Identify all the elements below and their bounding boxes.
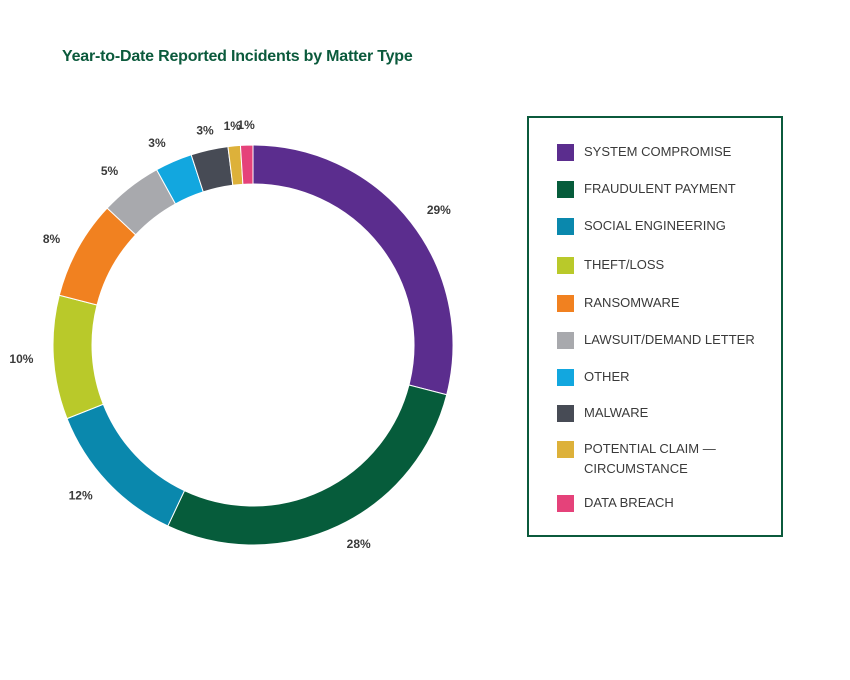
legend-label: LAWSUIT/DEMAND LETTER	[584, 332, 755, 347]
legend-swatch	[557, 295, 574, 312]
legend-label: THEFT/LOSS	[584, 257, 665, 272]
slice-label: 29%	[427, 203, 451, 217]
slice-label: 3%	[196, 123, 214, 137]
legend-swatch	[557, 369, 574, 386]
slice-label: 8%	[43, 232, 61, 246]
legend-swatch	[557, 144, 574, 161]
legend-label: MALWARE	[584, 405, 649, 420]
legend-swatch	[557, 218, 574, 235]
slice-label: 3%	[148, 136, 166, 150]
legend-item-theft-loss: THEFT/LOSS	[557, 257, 764, 275]
legend-label: POTENTIAL CLAIM — CIRCUMSTANCE	[584, 441, 716, 476]
legend-swatch	[557, 495, 574, 512]
legend-item-other: OTHER	[557, 369, 764, 387]
legend-item-malware: MALWARE	[557, 405, 764, 423]
slice-label: 1%	[237, 118, 255, 132]
donut-slice-data-breach	[239, 144, 254, 185]
legend-item-ransomware: RANSOMWARE	[557, 295, 764, 313]
slice-label: 28%	[347, 537, 371, 551]
legend-label: FRAUDULENT PAYMENT	[584, 181, 736, 196]
legend-label: DATA BREACH	[584, 495, 674, 510]
legend-swatch	[557, 405, 574, 422]
legend-item-social-engineering: SOCIAL ENGINEERING	[557, 218, 764, 236]
legend-item-potential-claim: POTENTIAL CLAIM — CIRCUMSTANCE	[557, 441, 764, 479]
legend-swatch	[557, 441, 574, 458]
legend: SYSTEM COMPROMISE FRAUDULENT PAYMENT SOC…	[527, 116, 783, 537]
slice-label: 10%	[9, 352, 33, 366]
legend-swatch	[557, 257, 574, 274]
chart-title: Year-to-Date Reported Incidents by Matte…	[62, 48, 413, 65]
legend-label: SOCIAL ENGINEERING	[584, 218, 726, 233]
slice-label: 12%	[69, 489, 93, 503]
donut-slice-fraudulent-payment	[167, 384, 448, 546]
legend-label: SYSTEM COMPROMISE	[584, 144, 732, 159]
legend-swatch	[557, 332, 574, 349]
legend-item-lawsuit-demand-letter: LAWSUIT/DEMAND LETTER	[557, 332, 764, 350]
legend-item-system-compromise: SYSTEM COMPROMISE	[557, 144, 764, 162]
donut-slice-system-compromise	[252, 144, 454, 396]
legend-label: RANSOMWARE	[584, 295, 680, 310]
legend-swatch	[557, 181, 574, 198]
slice-label: 5%	[101, 164, 119, 178]
legend-item-fraudulent-payment: FRAUDULENT PAYMENT	[557, 181, 764, 199]
legend-label: OTHER	[584, 369, 630, 384]
slice-label: 1%	[224, 119, 242, 133]
donut-chart: 29% 28% 12% 10% 8% 5% 3% 3% 1%1%	[9, 118, 454, 551]
legend-item-data-breach: DATA BREACH	[557, 495, 764, 513]
donut-slice-social-engineering	[66, 403, 186, 527]
donut-slice-theft-loss	[52, 294, 104, 420]
